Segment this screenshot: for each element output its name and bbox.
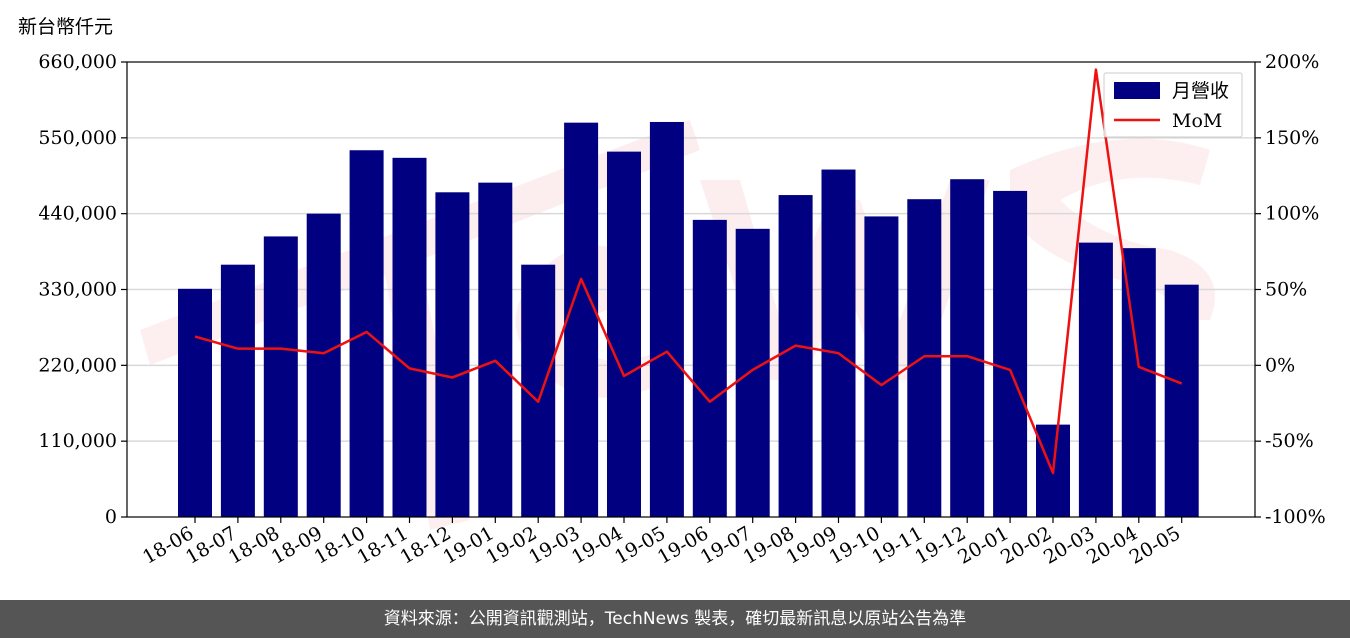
left-tick-label: 660,000	[38, 51, 117, 73]
revenue-bar	[607, 151, 641, 517]
revenue-bar	[263, 236, 298, 517]
right-tick-label: -100%	[1265, 506, 1326, 528]
mom-line	[194, 68, 1183, 475]
revenue-bar	[649, 121, 684, 518]
revenue-bar	[864, 216, 899, 517]
legend: 月營收 MoM	[1103, 72, 1243, 138]
legend-swatch-bar	[1114, 82, 1160, 99]
revenue-bar	[349, 150, 384, 517]
revenue-bar	[1078, 242, 1113, 517]
legend-label-revenue: 月營收	[1172, 80, 1229, 102]
revenue-bar	[778, 195, 813, 517]
revenue-bar	[950, 179, 985, 518]
right-tick-label: 0%	[1265, 354, 1295, 376]
y-axis-unit-label: 新台幣仟元	[18, 16, 114, 38]
left-tick-label: 0	[105, 506, 117, 528]
axes: 0 110,000 220,000 330,000 440,000 550,000 660,…	[38, 51, 1325, 569]
left-tick-label: 550,000	[38, 127, 117, 149]
left-tick-label: 220,000	[38, 354, 117, 376]
x-tick-label: 20-05	[1126, 522, 1184, 568]
mom-line-series	[194, 68, 1183, 475]
revenue-bar	[435, 192, 470, 517]
left-tick-label: 330,000	[38, 279, 117, 301]
revenue-bar	[821, 169, 856, 517]
revenue-bar	[220, 264, 255, 517]
revenue-bar	[392, 157, 427, 518]
right-tick-label: -50%	[1265, 430, 1314, 452]
revenue-bar	[993, 190, 1028, 517]
revenue-bar	[564, 122, 599, 518]
revenue-bar	[1164, 284, 1199, 517]
source-footer: 資料來源：公開資訊觀測站，TechNews 製表，確切最新訊息以原站公告為準	[0, 600, 1350, 638]
revenue-bars	[178, 121, 1199, 518]
revenue-bar	[692, 219, 727, 517]
right-tick-label: 50%	[1265, 279, 1307, 301]
revenue-bar	[478, 182, 513, 518]
legend-label-mom: MoM	[1172, 110, 1222, 132]
right-tick-label: 200%	[1265, 51, 1319, 73]
right-tick-label: 100%	[1265, 203, 1319, 225]
revenue-bar	[735, 228, 770, 518]
chart: 0 110,000 220,000 330,000 440,000 550,000 660,…	[38, 51, 1325, 569]
left-tick-label: 110,000	[38, 430, 117, 452]
revenue-bar	[907, 199, 942, 517]
revenue-bar	[178, 288, 212, 517]
right-tick-label: 150%	[1265, 127, 1319, 149]
left-tick-label: 440,000	[38, 203, 117, 225]
revenue-bar	[306, 213, 341, 517]
